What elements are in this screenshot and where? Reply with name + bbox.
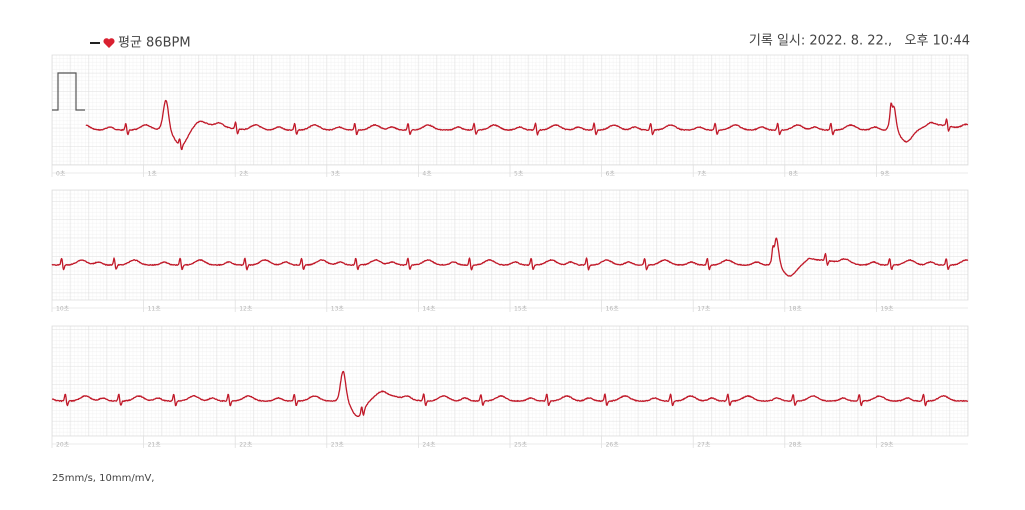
- time-label: 9초: [880, 171, 890, 178]
- ecg-trace: [85, 99, 969, 151]
- time-label: 18초: [789, 306, 803, 313]
- time-label: 15초: [514, 306, 528, 313]
- grid: [51, 189, 969, 301]
- strips: 0초 1초 2초 3초 4초 5초 6초 7초 8초 9초 10초 11초 12초 13초 14초 15초 16…: [51, 54, 969, 449]
- time-label: 16초: [606, 306, 620, 313]
- time-label: 2초: [239, 171, 249, 178]
- time-label: 6초: [606, 171, 616, 178]
- grid: [51, 325, 969, 437]
- record-time: 기록 일시: 2022. 8. 22., 오후 10:44: [749, 34, 970, 49]
- time-label: 0초: [56, 171, 66, 178]
- legend-text: 평균 86BPM: [118, 36, 191, 51]
- time-label: 17초: [697, 306, 711, 313]
- time-label: 4초: [422, 171, 432, 178]
- grid: [51, 54, 969, 166]
- time-label: 13초: [331, 306, 345, 313]
- time-label: 11초: [148, 306, 162, 313]
- time-label: 7초: [697, 171, 707, 178]
- time-label: 21초: [148, 442, 162, 449]
- time-label: 10초: [56, 306, 70, 313]
- time-label: 22초: [239, 442, 253, 449]
- time-label: 12초: [239, 306, 253, 313]
- time-label: 27초: [697, 442, 711, 449]
- ecg-trace: [51, 370, 969, 418]
- time-label: 19초: [880, 306, 894, 313]
- time-label: 5초: [514, 171, 524, 178]
- legend-heart: [103, 38, 115, 48]
- time-label: 20초: [56, 442, 70, 449]
- time-label: 23초: [331, 442, 345, 449]
- time-label: 1초: [148, 171, 158, 178]
- time-label: 14초: [422, 306, 436, 313]
- time-label: 8초: [789, 171, 799, 178]
- calibration-pulse: [52, 72, 85, 111]
- footer-note: 25mm/s, 10mm/mV,: [52, 473, 154, 484]
- time-label: 3초: [331, 171, 341, 178]
- time-label: 26초: [606, 442, 620, 449]
- time-label: 29초: [880, 442, 894, 449]
- ecg-trace: [51, 237, 969, 277]
- time-label: 28초: [789, 442, 803, 449]
- time-label: 25초: [514, 442, 528, 449]
- time-label: 24초: [422, 442, 436, 449]
